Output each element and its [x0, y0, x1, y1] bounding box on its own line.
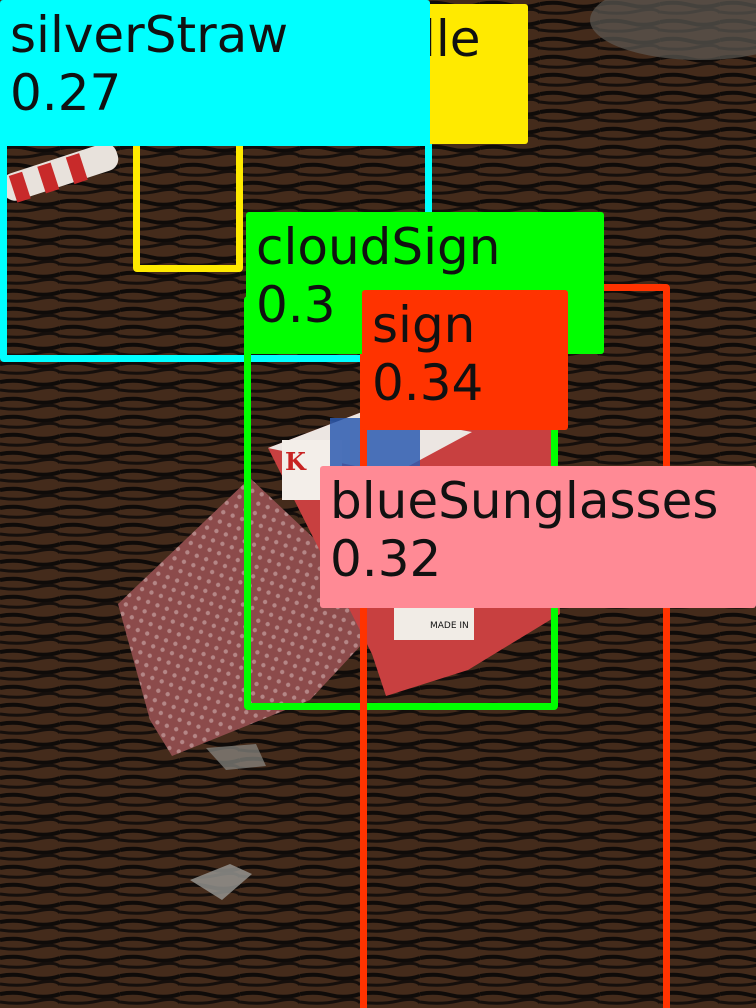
straw: [1, 143, 119, 203]
label-blueSunglasses-name: blueSunglasses: [330, 472, 719, 530]
card-box-text: MADE IN: [430, 621, 469, 631]
label-blueSunglasses: blueSunglasses 0.32: [320, 466, 756, 608]
label-sign-name: sign: [372, 296, 476, 354]
label-sign: sign 0.34: [362, 290, 568, 430]
label-silverStraw-score: 0.27: [10, 64, 122, 122]
label-blueSunglasses-score: 0.32: [330, 530, 442, 588]
label-silverStraw-name: silverStraw: [10, 6, 289, 64]
cup: [590, 0, 756, 60]
label-cloudSign-score: 0.3: [256, 276, 336, 334]
label-sign-score: 0.34: [372, 354, 484, 412]
label-cloudSign-name: cloudSign: [256, 218, 501, 276]
label-silverStraw: silverStraw 0.27: [0, 0, 430, 146]
card-corner-letter: K: [285, 447, 307, 476]
label-lle-text: lle: [422, 10, 481, 68]
